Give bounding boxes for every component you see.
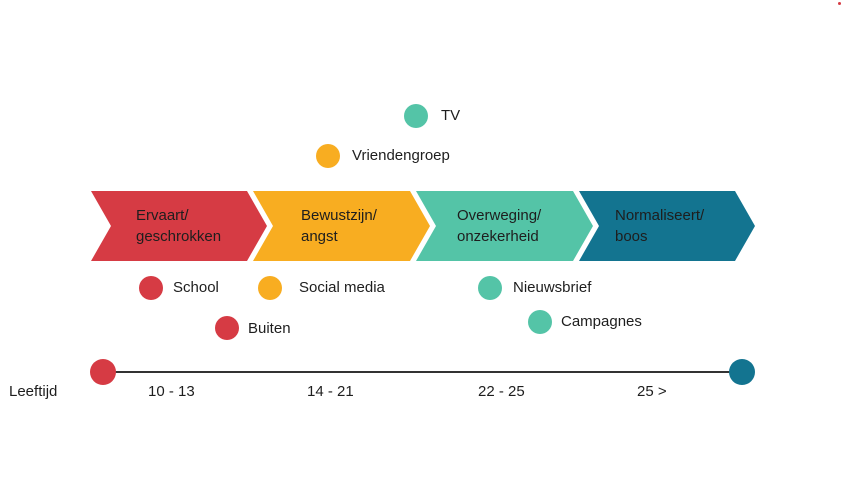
timeline-label: Leeftijd [9, 383, 58, 400]
chevron-stage-3 [416, 191, 593, 261]
channel-label-nieuwsbrief: Nieuwsbrief [513, 279, 592, 296]
age-range-1: 10 - 13 [148, 383, 195, 400]
channel-dot-vriendengroep [316, 144, 340, 168]
channel-label-school: School [173, 279, 219, 296]
age-range-2: 14 - 21 [307, 383, 354, 400]
stage-label-2: Bewustzijn/ angst [301, 207, 377, 245]
stage-label-1: Ervaart/ geschrokken [136, 207, 222, 245]
timeline-end-marker [729, 359, 755, 385]
age-range-3: 22 - 25 [478, 383, 525, 400]
chevron-stage-2 [253, 191, 430, 261]
channel-dot-tv [404, 104, 428, 128]
age-range-4: 25 > [637, 383, 667, 400]
channel-dot-buiten [215, 316, 239, 340]
chevron-stage-1 [91, 191, 267, 261]
channel-dot-social-media [258, 276, 282, 300]
stage-label-4: Normaliseert/ boos [615, 207, 705, 245]
corner-dot [838, 2, 841, 5]
channel-dot-nieuwsbrief [478, 276, 502, 300]
chevron-stage-4 [579, 191, 755, 261]
channel-label-vriendengroep: Vriendengroep [352, 147, 450, 164]
channel-label-tv: TV [441, 107, 461, 124]
stage-label-3: Overweging/ onzekerheid [457, 207, 542, 245]
timeline-axis-line [102, 371, 742, 373]
channel-dot-school [139, 276, 163, 300]
channel-label-campagnes: Campagnes [561, 313, 642, 330]
channel-label-social-media: Social media [299, 279, 385, 296]
channel-dot-campagnes [528, 310, 552, 334]
timeline-start-marker [90, 359, 116, 385]
channel-label-buiten: Buiten [248, 320, 291, 337]
